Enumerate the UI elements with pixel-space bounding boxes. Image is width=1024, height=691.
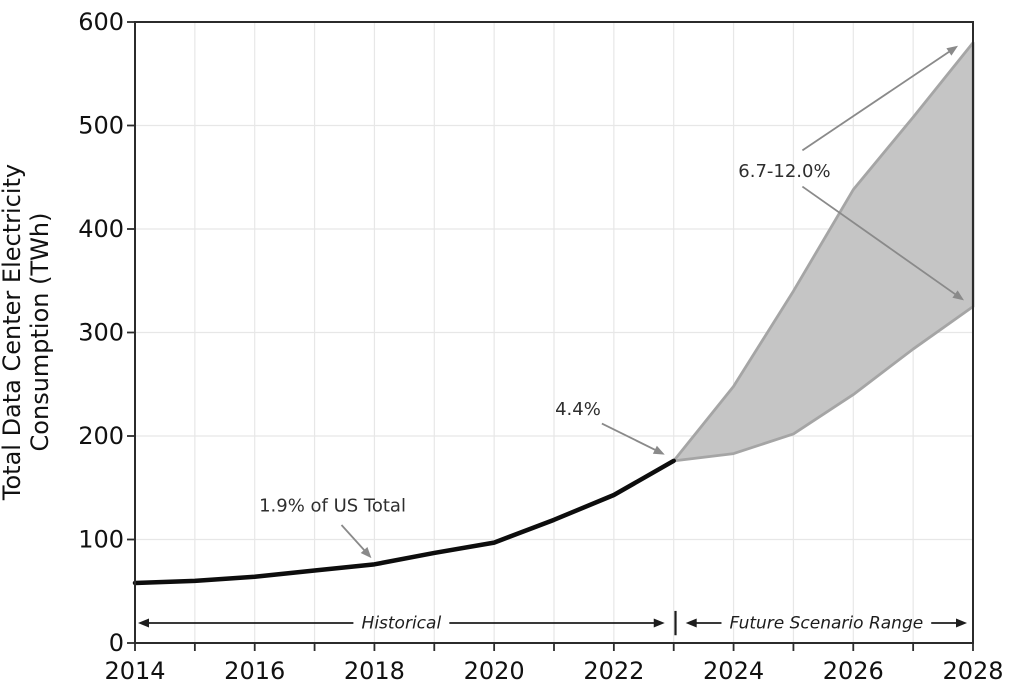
y-tick-label: 300 — [78, 319, 124, 347]
y-tick-label: 600 — [78, 8, 124, 36]
callout-arrow — [801, 185, 960, 298]
y-tick-label: 200 — [78, 422, 124, 450]
x-tick-label: 2024 — [703, 657, 764, 685]
annotation-share-2023: 4.4% — [555, 399, 601, 420]
scenario-range-band — [672, 41, 975, 463]
y-tick-label: 500 — [78, 112, 124, 140]
callout-arrow — [601, 422, 660, 453]
historical-line — [132, 458, 676, 586]
annotation-share-2018: 1.9% of US Total — [259, 495, 406, 516]
x-tick-label: 2014 — [104, 657, 165, 685]
annotation-share-2028-range: 6.7-12.0% — [738, 161, 830, 182]
y-tick-label: 0 — [109, 629, 124, 657]
x-tick-label: 2022 — [583, 657, 644, 685]
historical-line-layer — [132, 458, 676, 586]
callout-arrow — [801, 48, 954, 152]
callout-arrow-head — [360, 546, 372, 559]
y-axis-label-line1: Total Data Center Electricity — [0, 164, 26, 501]
y-tick-label: 400 — [78, 215, 124, 243]
x-tick-label: 2020 — [464, 657, 525, 685]
ticks-layer: 2014 2016 2018 2020 2022 2024 2026 2028 0 100 200 3… — [78, 8, 1003, 685]
span-arrow-left-head — [137, 618, 149, 628]
span-label-historical: Historical — [362, 614, 442, 634]
callout-arrow-head — [652, 445, 665, 455]
x-tick-label: 2016 — [224, 657, 285, 685]
span-arrow-right-head — [956, 618, 968, 628]
callout-arrow-head — [946, 45, 959, 56]
span-arrow-right-head — [653, 618, 665, 628]
x-tick-label: 2026 — [823, 657, 884, 685]
callout-arrow — [340, 524, 369, 555]
annotations-layer — [137, 45, 968, 636]
x-tick-label: 2018 — [344, 657, 405, 685]
span-arrow-left-head — [685, 618, 697, 628]
y-tick-label: 100 — [78, 526, 124, 554]
scenario-range-band-layer — [672, 41, 975, 463]
y-axis-label-line2: Consumption (TWh) — [26, 213, 54, 452]
x-tick-label: 2028 — [942, 657, 1003, 685]
callout-arrow-head — [952, 290, 965, 301]
span-label-future-scenario-range: Future Scenario Range — [729, 614, 923, 634]
